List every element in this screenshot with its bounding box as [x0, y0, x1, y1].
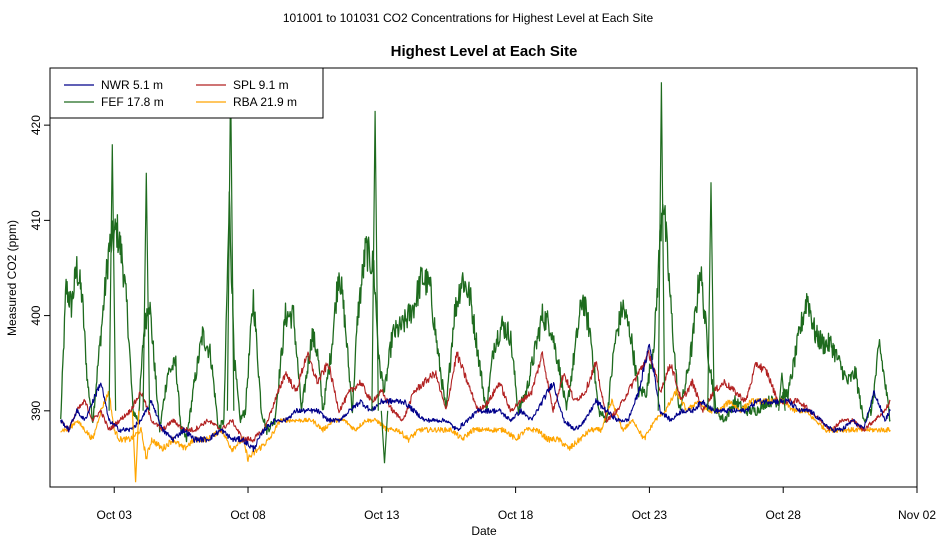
spike-8 [778, 372, 786, 411]
y-axis-label: Measured CO2 (ppm) [5, 220, 19, 336]
spike-7 [131, 410, 140, 483]
x-tick-label: Oct 13 [364, 508, 400, 522]
series-line-nwr [60, 343, 891, 453]
axis-layer: Oct 03 Oct 08 Oct 13 Oct 18 Oct 23 Oct 28 Nov … [29, 115, 936, 522]
x-tick-label: Nov 02 [898, 508, 936, 522]
spike-3 [371, 110, 379, 411]
chart-suptitle: 101001 to 101031 CO2 Concentrations for … [283, 11, 654, 25]
x-tick-label: Oct 18 [498, 508, 534, 522]
legend-label-fef: FEF 17.8 m [101, 95, 164, 109]
chart-title: Highest Level at Each Site [391, 43, 578, 60]
y-tick-label: 390 [29, 400, 43, 420]
series-line-spl [60, 349, 891, 443]
legend-label-rba: RBA 21.9 m [233, 95, 297, 109]
x-tick-label: Oct 23 [632, 508, 668, 522]
spike-1 [142, 172, 151, 411]
x-tick-label: Oct 03 [97, 508, 133, 522]
x-axis-label: Date [471, 524, 497, 538]
spike-5 [707, 182, 715, 411]
y-tick-label: 420 [29, 115, 43, 135]
plot-frame [49, 67, 918, 488]
series-layer [60, 77, 891, 483]
series-line-fef [60, 191, 891, 443]
x-tick-label: Oct 28 [766, 508, 802, 522]
y-tick-label: 400 [29, 305, 43, 325]
legend-label-spl: SPL 9.1 m [233, 78, 289, 92]
spike-0 [108, 144, 117, 411]
legend-box [49, 67, 324, 119]
legend-label-nwr: NWR 5.1 m [101, 78, 163, 92]
spike-4 [657, 82, 666, 411]
legend: NWR 5.1 m FEF 17.8 m SPL 9.1 m RBA 21.9 m [49, 67, 324, 119]
x-tick-label: Oct 08 [230, 508, 266, 522]
y-tick-label: 410 [29, 210, 43, 230]
spike-6 [380, 410, 389, 464]
